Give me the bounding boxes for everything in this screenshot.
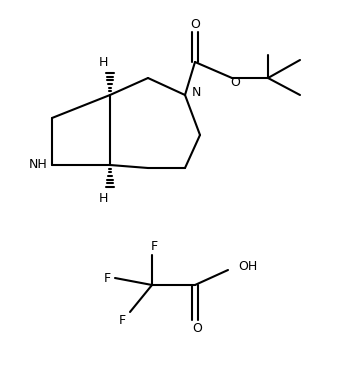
Text: OH: OH <box>238 260 257 273</box>
Text: H: H <box>98 192 108 204</box>
Text: N: N <box>192 87 202 100</box>
Text: NH: NH <box>29 158 48 172</box>
Text: O: O <box>190 18 200 31</box>
Text: F: F <box>118 314 125 327</box>
Text: H: H <box>98 55 108 69</box>
Text: F: F <box>103 272 110 284</box>
Text: O: O <box>192 322 202 334</box>
Text: O: O <box>230 76 240 88</box>
Text: F: F <box>150 241 158 254</box>
